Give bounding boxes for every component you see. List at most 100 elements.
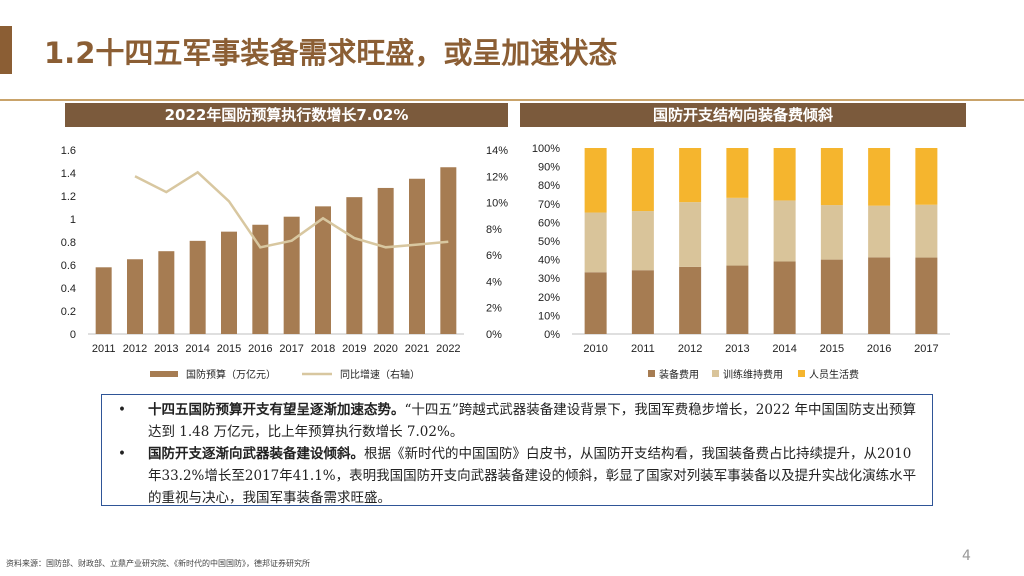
x-tick-label: 2013	[725, 343, 749, 355]
y-right-tick-label: 2%	[486, 303, 502, 315]
legend-label-budget: 国防预算（万亿元）	[186, 368, 276, 381]
y-left-tick-label: 0.6	[61, 260, 76, 272]
budget-bar	[189, 240, 206, 334]
x-tick-label: 2022	[436, 343, 460, 355]
bullet-symbol: •	[118, 446, 126, 462]
y-left-tick-label: 0	[70, 329, 76, 341]
stacked-bar-segment	[868, 257, 891, 334]
x-tick-label: 2010	[583, 343, 607, 355]
x-tick-label: 2017	[914, 343, 938, 355]
y-right-tick-label: 14%	[486, 145, 508, 157]
y-left-tick-label: 1.2	[61, 191, 76, 203]
budget-bar	[346, 197, 363, 334]
y-tick-label: 80%	[538, 180, 560, 192]
x-tick-label: 2011	[631, 343, 655, 355]
x-tick-label: 2011	[92, 343, 116, 355]
stacked-bar-segment	[773, 261, 796, 334]
right-chart-header: 国防开支结构向装备费倾斜	[520, 103, 966, 127]
bullet-bold-text: 国防开支逐渐向武器装备建设倾斜。	[148, 446, 364, 462]
y-left-tick-label: 0.4	[61, 283, 76, 295]
y-left-tick-label: 0.2	[61, 306, 76, 318]
y-right-tick-label: 0%	[486, 329, 502, 341]
y-right-tick-label: 10%	[486, 198, 508, 210]
x-tick-label: 2016	[248, 343, 272, 355]
x-tick-label: 2019	[342, 343, 366, 355]
x-tick-label: 2012	[123, 343, 147, 355]
stacked-bar-segment	[868, 148, 891, 206]
spending-structure-chart: 0% 10% 20% 30% 40% 50% 60% 70% 80% 90% 100% 2010 201…	[532, 143, 950, 381]
stacked-bar-segment	[915, 257, 938, 334]
y-left-tick-label: 1	[70, 214, 76, 226]
y-tick-label: 20%	[538, 292, 560, 304]
x-tick-label: 2021	[405, 343, 429, 355]
budget-bar	[95, 267, 112, 334]
budget-bar	[158, 251, 175, 334]
x-tick-label: 2014	[772, 343, 796, 355]
y-tick-label: 40%	[538, 255, 560, 267]
budget-bar	[409, 178, 425, 334]
stacked-bar-segment	[726, 148, 749, 198]
title-accent-bar	[0, 26, 12, 74]
title-divider	[0, 99, 1024, 101]
stacked-bar-segment	[773, 200, 796, 262]
stacked-bar-segment	[631, 270, 654, 334]
bullet-item: • 十四五国防预算开支有望呈逐渐加速态势。“十四五”跨越式武器装备建设背景下，我…	[114, 399, 918, 443]
stacked-bar-segment	[631, 148, 654, 212]
stacked-bar-segment	[679, 202, 702, 267]
y-tick-label: 0%	[544, 329, 560, 341]
legend-label: 训练维持费用	[723, 368, 783, 381]
stacked-bar-segment	[773, 148, 796, 201]
budget-bar	[315, 206, 331, 334]
y-tick-label: 50%	[538, 236, 560, 248]
budget-bar	[127, 259, 143, 334]
legend-label: 人员生活费	[809, 368, 859, 381]
bullet-bold-text: 十四五国防预算开支有望呈逐渐加速态势。	[148, 402, 405, 418]
bullet-symbol: •	[118, 402, 126, 418]
stacked-bar-segment	[915, 148, 938, 205]
budget-chart: 0 0.2 0.4 0.6 0.8 1 1.2 1.4 1.6 0% 2% 4% 6% 8% 10% 12% 1…	[61, 145, 509, 381]
stacked-bar-segment	[584, 212, 607, 273]
legend-label-growth: 同比增速（右轴）	[340, 368, 420, 381]
stacked-bar-segment	[868, 205, 891, 258]
bullet-text: “十四五”跨越式武器装备建设背景下，我国军费稳步增长，2022 年中国国防支出预…	[148, 402, 916, 440]
left-chart-header: 2022年国防预算执行数增长7.02%	[65, 103, 508, 127]
x-tick-label: 2012	[678, 343, 702, 355]
y-tick-label: 10%	[538, 310, 560, 322]
budget-bar	[440, 167, 457, 334]
page-title: 1.2十四五军事装备需求旺盛，或呈加速状态	[44, 36, 618, 70]
stacked-bar-segment	[584, 272, 607, 334]
page-number: 4	[962, 548, 971, 564]
budget-bar	[252, 224, 269, 334]
legend-swatch	[648, 370, 655, 377]
legend-swatch	[798, 370, 805, 377]
stacked-bar-segment	[820, 148, 843, 206]
bullet-item: • 国防开支逐渐向武器装备建设倾斜。根据《新时代的中国国防》白皮书，从国防开支结…	[114, 443, 918, 509]
growth-rate-line	[134, 170, 449, 249]
y-tick-label: 30%	[538, 273, 560, 285]
stacked-bar-segment	[631, 211, 654, 271]
y-tick-label: 90%	[538, 162, 560, 174]
stacked-bar-segment	[679, 148, 702, 203]
y-right-tick-label: 4%	[486, 276, 502, 288]
budget-bar	[283, 216, 300, 334]
x-tick-label: 2015	[217, 343, 241, 355]
x-tick-label: 2014	[185, 343, 209, 355]
budget-bar	[377, 187, 394, 334]
stacked-bar-segment	[679, 266, 702, 334]
y-right-tick-label: 8%	[486, 224, 502, 236]
stacked-bar-segment	[820, 259, 843, 334]
x-tick-label: 2013	[154, 343, 178, 355]
stacked-bar-segment	[726, 265, 749, 334]
legend-swatch	[712, 370, 719, 377]
x-tick-label: 2016	[867, 343, 891, 355]
y-right-tick-label: 6%	[486, 250, 502, 262]
legend-label: 装备费用	[659, 368, 699, 381]
y-tick-label: 100%	[532, 143, 560, 155]
y-left-tick-label: 1.6	[61, 145, 76, 157]
legend-swatch-budget	[150, 371, 178, 377]
stacked-bar-segment	[915, 204, 938, 258]
y-tick-label: 60%	[538, 217, 560, 229]
y-left-tick-label: 1.4	[61, 168, 76, 180]
x-tick-label: 2020	[373, 343, 397, 355]
bullet-text: 根据《新时代的中国国防》白皮书，从国防开支结构看，我国装备费占比持续提升，从20…	[148, 446, 917, 506]
